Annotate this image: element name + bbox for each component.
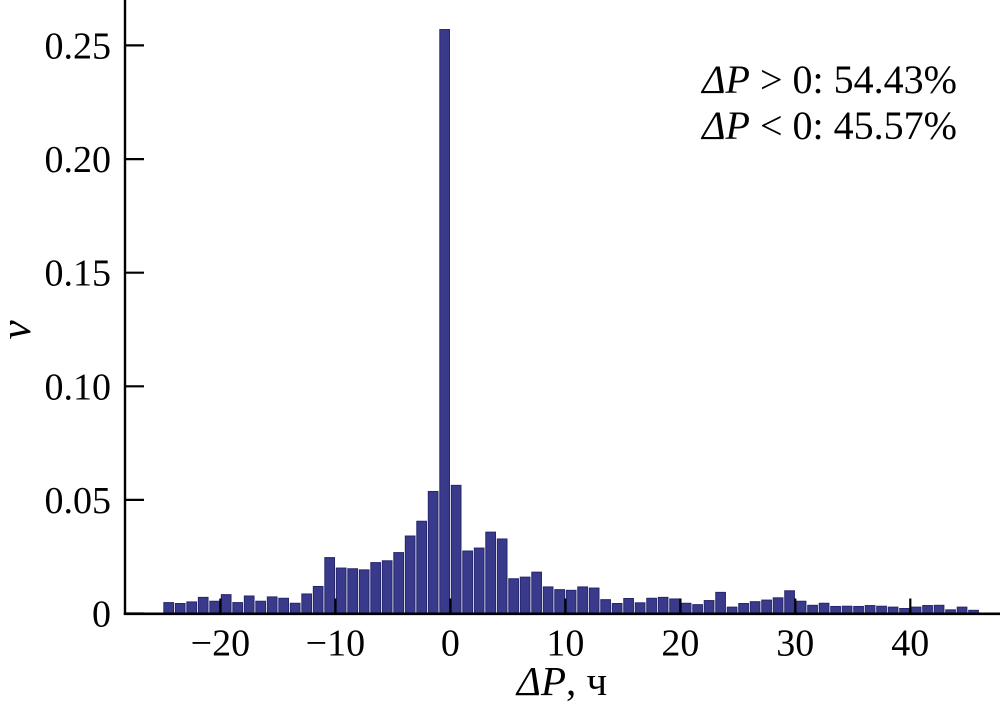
histogram-bar: [381, 560, 393, 615]
histogram-bar: [255, 600, 267, 614]
annotation-negative-symbol: ΔP: [700, 103, 750, 148]
histogram-bar: [324, 557, 336, 614]
histogram-bar: [531, 571, 542, 615]
histogram-bar: [209, 600, 221, 614]
histogram-bar: [496, 538, 508, 614]
histogram-bar: [807, 604, 818, 615]
histogram-bar: [393, 552, 404, 614]
histogram-bar: [565, 589, 577, 615]
x-axis-label: ΔP, ч: [515, 658, 607, 704]
x-tick-label: 20: [661, 623, 699, 665]
x-tick-label: 10: [546, 623, 584, 665]
histogram-bar: [623, 598, 634, 614]
histogram-bar: [197, 596, 209, 614]
histogram-bar: [761, 599, 772, 615]
ticks-group: −20 −10 0 10 20 30 40 0 0.05 0.10 0.15 0.20 0.25: [45, 25, 930, 664]
y-axis-label: ν: [0, 320, 40, 340]
annotation-negative: ΔP < 0: 45.57%: [700, 103, 957, 148]
x-axis-label-symbol: ΔP: [515, 658, 566, 704]
histogram-bar: [312, 585, 324, 615]
x-axis-label-unit: , ч: [566, 658, 607, 704]
histogram-bar: [772, 597, 784, 615]
x-tick-label: 0: [441, 623, 460, 665]
histogram-bar: [542, 586, 554, 614]
histogram-bar: [841, 605, 853, 614]
histogram-bar: [669, 598, 680, 615]
annotation-positive: ΔP > 0: 54.43%: [700, 57, 957, 102]
histogram-bar: [853, 605, 864, 615]
y-tick-label: 0.15: [45, 253, 112, 295]
annotation-positive-value: > 0: 54.43%: [750, 57, 957, 102]
y-tick-label: 0.25: [45, 25, 112, 67]
histogram-bar: [163, 602, 175, 615]
histogram-bar: [439, 29, 450, 615]
histogram-bar: [450, 484, 462, 614]
histogram-bar: [462, 550, 473, 615]
y-tick-label: 0.20: [45, 139, 112, 181]
histogram-bar: [519, 576, 531, 615]
histogram-bar: [876, 605, 887, 614]
histogram-bar: [657, 596, 669, 614]
histogram-bar: [508, 578, 519, 614]
histogram-bar: [485, 531, 496, 615]
histogram-bar: [600, 599, 611, 615]
histogram-bar: [335, 567, 347, 614]
histogram-bar: [577, 586, 588, 614]
y-tick-label: 0.05: [45, 480, 112, 522]
histogram-bar: [922, 605, 933, 614]
histogram-bar: [588, 587, 600, 614]
histogram-bar: [554, 589, 565, 615]
histogram-bar: [611, 603, 623, 614]
x-tick-label: −20: [191, 623, 250, 665]
y-tick-label: 0: [92, 594, 111, 636]
histogram-bar: [818, 602, 830, 615]
histogram-bar: [347, 568, 359, 614]
histogram-bar: [703, 600, 715, 614]
bars-group: [163, 29, 979, 615]
histogram-bar: [749, 601, 761, 614]
histogram-bar: [289, 602, 301, 615]
histogram-bar: [830, 605, 841, 615]
y-tick-label: 0.10: [45, 366, 112, 408]
histogram-bar: [278, 597, 290, 615]
histogram-bar: [738, 603, 749, 614]
histogram-bar: [370, 562, 382, 614]
x-tick-label: 30: [776, 623, 814, 665]
histogram-bar: [301, 593, 313, 615]
histogram-bar: [243, 595, 255, 614]
histogram-bar: [715, 591, 726, 614]
histogram-bar: [646, 597, 657, 615]
annotation-positive-symbol: ΔP: [700, 57, 750, 102]
histogram-bar: [416, 520, 427, 614]
histogram-bar: [680, 602, 692, 615]
histogram-bar: [358, 569, 370, 614]
histogram-bar: [427, 490, 439, 615]
histogram-bar: [692, 604, 703, 615]
histogram-bar: [933, 604, 945, 615]
histogram-bar: [186, 601, 198, 614]
x-tick-label: 40: [891, 623, 929, 665]
histogram-bar: [220, 594, 232, 615]
histogram-bar: [473, 547, 485, 614]
x-tick-label: −10: [306, 623, 365, 665]
histogram-bar: [864, 605, 876, 614]
histogram-bar: [232, 602, 244, 615]
histogram-bar: [174, 603, 186, 614]
histogram-bar: [404, 535, 416, 615]
histogram-bar: [266, 596, 278, 614]
histogram-bar: [784, 590, 795, 615]
annotation-negative-value: < 0: 45.57%: [750, 103, 957, 148]
histogram-bar: [634, 602, 646, 615]
histogram-bar: [795, 600, 807, 614]
